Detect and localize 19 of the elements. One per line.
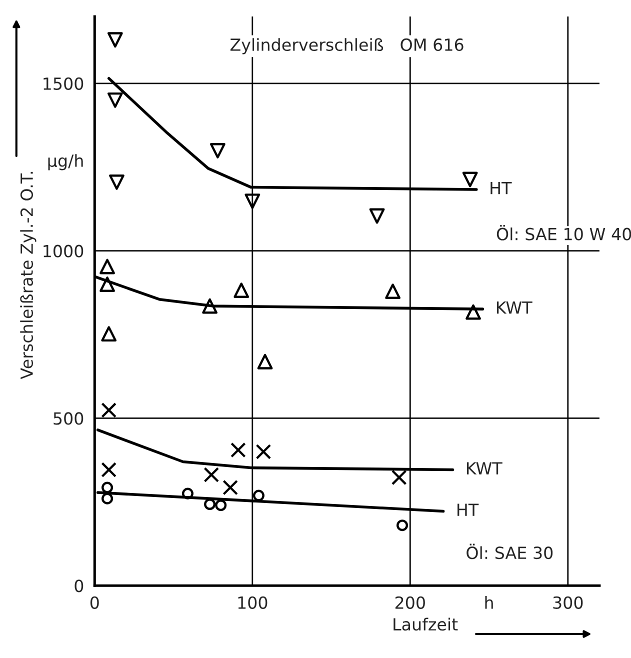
- x-tick-label: h: [485, 596, 493, 609]
- text: Zylinderverschleiß OM 616: [230, 38, 464, 54]
- x-tick-label: 100: [238, 596, 268, 609]
- annotation: Öl: SAE 10 W 40: [496, 224, 631, 240]
- series-label: KWT: [467, 462, 502, 474]
- y-tick-label: 1000: [44, 244, 84, 258]
- series-label: HT: [458, 504, 479, 516]
- y-axis-title: Verschleißrate Zyl.-2 O.T.: [20, 172, 36, 380]
- x-axis-title: Laufzeit: [394, 618, 458, 631]
- x-tick-label: 0: [90, 596, 99, 609]
- y-tick-label: 0: [74, 580, 84, 592]
- x-tick-label: 300: [553, 596, 583, 609]
- y-tick-label: 1500: [44, 77, 84, 90]
- series-label: HT: [490, 182, 512, 194]
- y-tick-label: µg/h: [48, 154, 83, 170]
- annotation: Öl: SAE 30: [466, 544, 553, 560]
- y-tick-label: 500: [54, 412, 84, 425]
- series-label: KWT: [496, 302, 532, 314]
- x-tick-label: 200: [395, 596, 425, 609]
